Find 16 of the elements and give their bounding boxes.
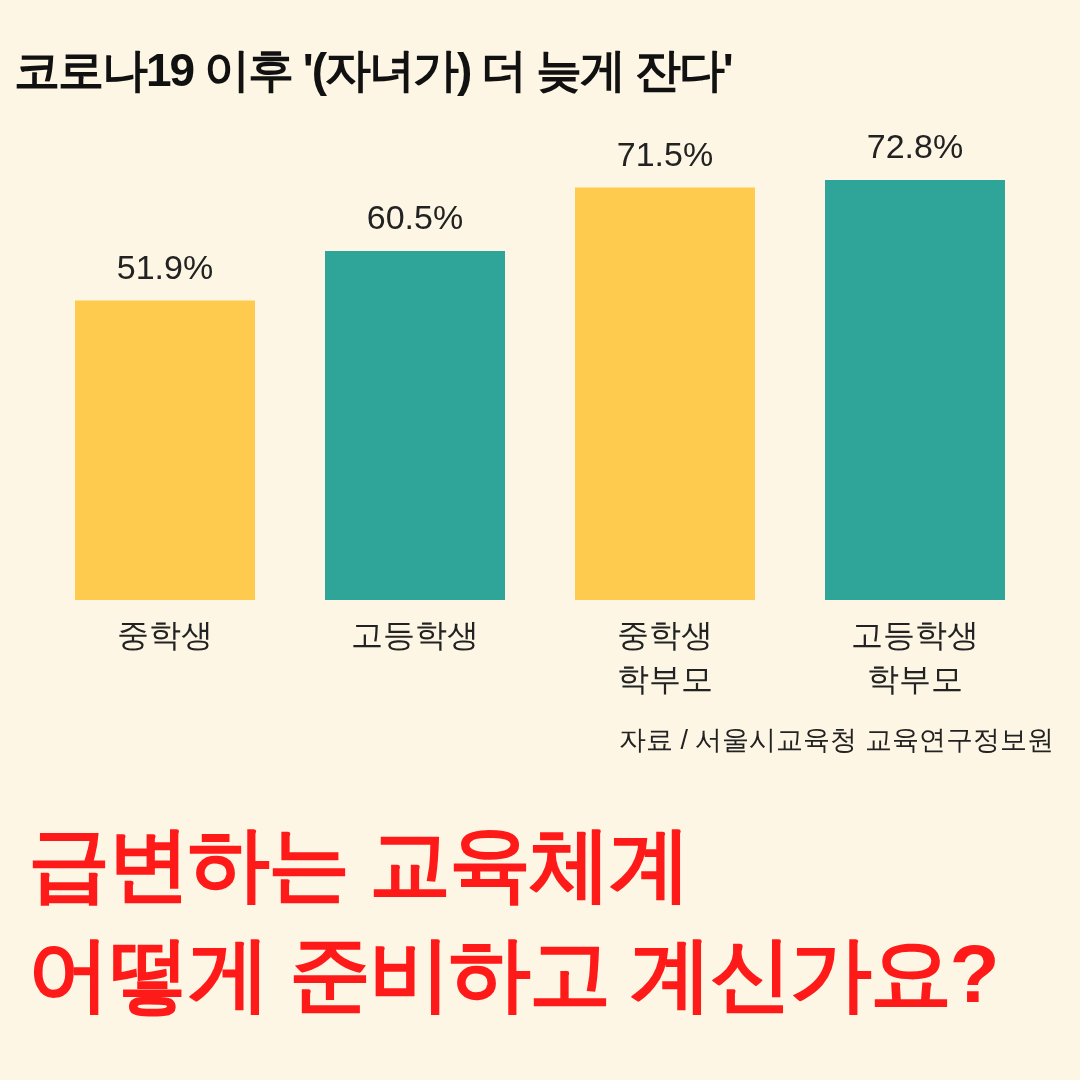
text: 급변하는 교육체계: [28, 817, 689, 911]
bar: [575, 187, 755, 600]
bar: [825, 180, 1005, 600]
x-tick-label: 고등학생 학부모: [851, 617, 979, 697]
x-tick-label: 중학생: [117, 617, 213, 653]
data-label: 72.8%: [866, 127, 964, 165]
x-tick-label: 중학생 학부모: [617, 617, 713, 697]
data-label: 60.5%: [366, 197, 464, 236]
data-label: 71.5%: [616, 134, 714, 173]
text: 어떻게 준비하고 계신가요?: [28, 927, 998, 1021]
text: 자료 / 서울시교육청 교육연구정보원: [618, 724, 1054, 757]
data-label: 51.9%: [116, 247, 214, 286]
chart-title: 코로나19 이후 '(자녀가) 더 늦게 잔다': [14, 43, 732, 98]
x-tick-label: 고등학생: [351, 617, 479, 653]
bar: [75, 300, 255, 600]
bar: [325, 250, 505, 600]
